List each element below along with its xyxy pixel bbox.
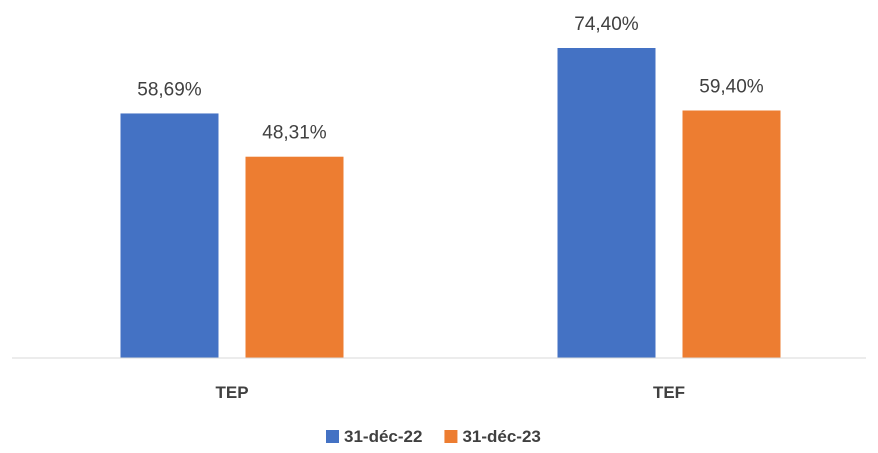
bar-tef-series-2 — [682, 110, 781, 358]
data-label-tep-series-2: 48,31% — [262, 123, 327, 144]
category-label-tef: TEF — [653, 383, 685, 402]
legend: 31-déc-22 31-déc-23 — [326, 427, 541, 446]
bar-tep-series-2 — [245, 156, 344, 358]
category-label-tep: TEP — [215, 383, 248, 402]
legend-label-series-1: 31-déc-22 — [344, 427, 422, 446]
bar-tef-series-1 — [557, 48, 656, 358]
data-labels-layer: 58,69% 48,31% 74,40% 59,40% — [137, 14, 764, 144]
legend-swatch-series-1 — [326, 430, 339, 443]
bars-layer — [120, 48, 781, 358]
data-label-tef-series-1: 74,40% — [574, 14, 639, 35]
bar-tep-series-1 — [120, 113, 219, 358]
data-label-tep-series-1: 58,69% — [137, 79, 202, 100]
legend-label-series-2: 31-déc-23 — [462, 427, 540, 446]
legend-swatch-series-2 — [444, 430, 458, 443]
category-labels-layer: TEP TEF — [215, 383, 685, 402]
data-label-tef-series-2: 59,40% — [699, 77, 764, 98]
